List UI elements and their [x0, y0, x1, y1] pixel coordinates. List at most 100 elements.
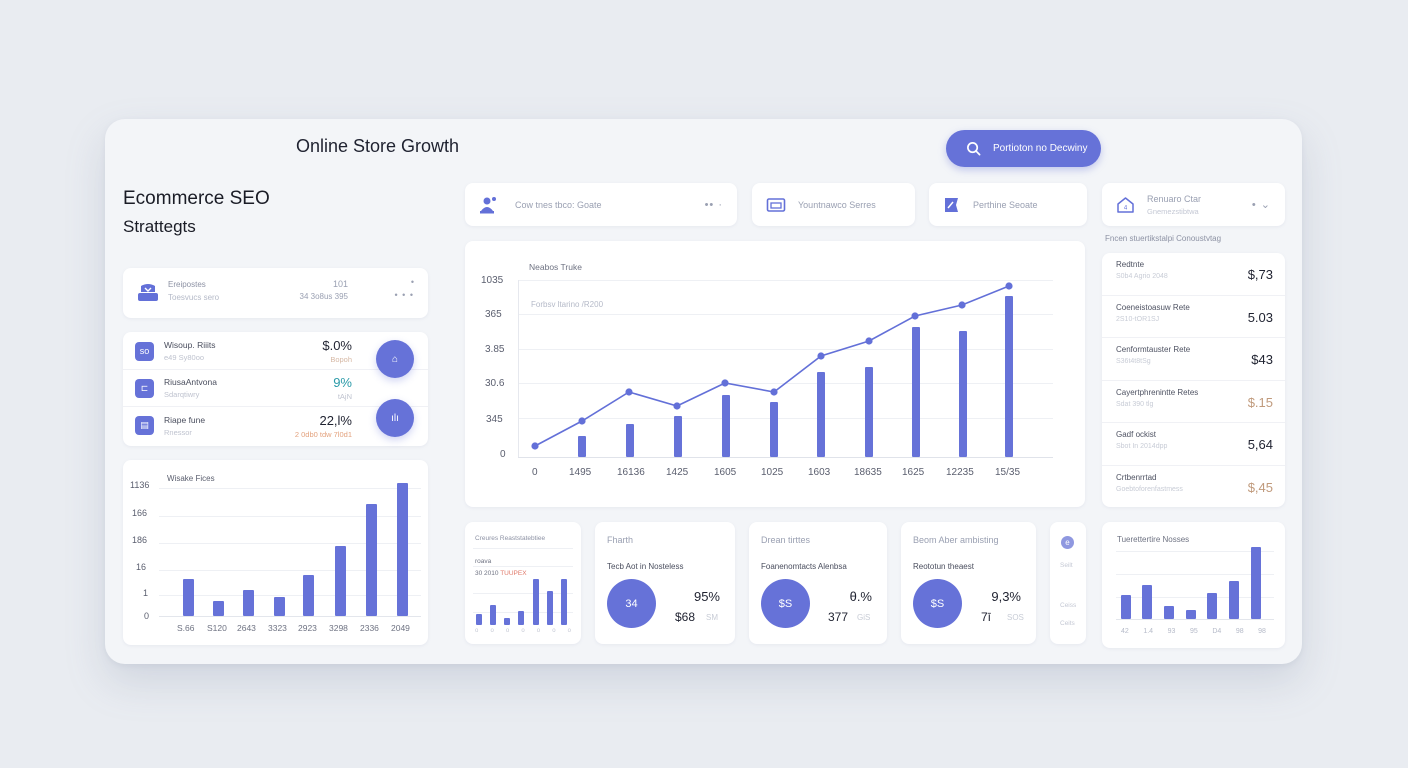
chart-bar	[490, 605, 496, 625]
y-tick: 30.6	[485, 378, 505, 389]
y-tick: 1	[143, 588, 149, 598]
kpi-card[interactable]: Fharth Tecb Aot in Nosteless 34 95% $68 …	[595, 522, 735, 644]
chart-bar	[1142, 585, 1152, 619]
tab-card-goals[interactable]: Cow tnes tbco: Goate •• ·	[465, 183, 737, 226]
y-tick: 1035	[481, 275, 504, 286]
rate-label: Crtbenrrtad	[1116, 472, 1157, 482]
kpi-heading: Drean tirttes	[761, 535, 811, 545]
page-title-line2: Strattegts	[123, 217, 196, 236]
chart-bar	[183, 579, 194, 616]
chart-title: Tuerettertire Nosses	[1117, 535, 1190, 544]
chart-bar	[504, 618, 510, 625]
rate-row[interactable]: Crtbenrrtad Goebtoforenfastmess $,45	[1102, 466, 1285, 508]
link-icon: so	[135, 341, 154, 361]
tab-label: Cow tnes tbco: Goate	[515, 199, 602, 210]
chart-bar	[213, 601, 224, 616]
x-tick: 18635	[854, 467, 882, 478]
chart-bar	[1251, 547, 1261, 619]
rate-sub: Sdat 390 tlg	[1116, 400, 1154, 408]
chart-bar	[1229, 581, 1239, 619]
chart-bar	[770, 402, 778, 457]
basket-icon: ⌂	[391, 353, 399, 365]
tab-card-series[interactable]: Yountnawco Serres	[752, 183, 915, 226]
settings-icon[interactable]: e	[1061, 536, 1074, 549]
chart-bar	[959, 331, 967, 457]
x-tick: 2643	[237, 623, 256, 633]
rate-row[interactable]: Redtnte S0b4 Agrio 2048 $,73	[1102, 253, 1285, 296]
kpi-card[interactable]: Beom Aber ambisting Reototun theaest $S …	[901, 522, 1036, 644]
rate-label: Cayertphrenintte Retes	[1116, 387, 1199, 397]
metric-row[interactable]: ▤ Riape fune Rnessor 22,l% 2 0db0 tdw 7l…	[123, 407, 428, 444]
rate-label: Coeneistoasuw Rete	[1116, 302, 1190, 312]
chart-bar	[274, 597, 285, 616]
kpi-circle: $S	[913, 579, 962, 628]
kpi-number: 7ī	[981, 610, 992, 624]
x-tick: 2049	[391, 623, 410, 633]
section-caption: Fncen stuertikstalpi Conoustvtag	[1105, 234, 1222, 243]
x-tick: 1605	[714, 467, 737, 478]
browser-icon	[766, 197, 786, 212]
kpi-card[interactable]: Drean tirttes Foanenomtacts Alenbsa $S θ…	[749, 522, 887, 644]
chart-bar	[912, 327, 920, 457]
summary-card[interactable]: Ereipostes Toesvucs sero 101 34 3o8us 39…	[123, 268, 428, 318]
rate-value: $,45	[1247, 479, 1273, 495]
app-title: Online Store Growth	[296, 136, 460, 156]
kpi-number-sub: SM	[706, 613, 718, 622]
chart-bar	[476, 614, 482, 625]
house-icon: 4	[1117, 196, 1134, 213]
chart-bar	[865, 367, 873, 457]
kpi-percent: 95%	[693, 589, 720, 604]
chart-bar	[1164, 606, 1174, 619]
chart-bar	[518, 611, 524, 625]
screen-icon: ⊏	[135, 378, 154, 398]
rate-value: 5,64	[1247, 437, 1273, 452]
y-tick: 345	[486, 414, 503, 425]
more-menu-icon[interactable]: •• ·	[704, 198, 723, 211]
x-tick: 1625	[902, 467, 925, 478]
tab-label: Renuaro Ctar	[1147, 193, 1202, 204]
rate-row[interactable]: Gadf ockist Sbot In 2014dpp 5,64	[1102, 423, 1285, 466]
chart-bar	[817, 372, 825, 457]
chevron-down-icon[interactable]: • ⌄	[1251, 199, 1271, 211]
metric-value: 22,l% 2 0db0 tdw 7l0d1	[294, 412, 352, 439]
tab-sublabel: Gnemezstibtwa	[1147, 206, 1199, 216]
x-tick: 0	[532, 467, 538, 478]
svg-text:4: 4	[1124, 205, 1128, 211]
chart-bar	[397, 483, 408, 616]
y-tick: 0	[500, 449, 506, 460]
rate-label: Redtnte	[1116, 260, 1145, 269]
search-button[interactable]: Portioton no Decwiny	[946, 130, 1101, 167]
basket-button[interactable]: ⌂	[376, 340, 414, 378]
chart-title: Wisake Fices	[167, 474, 215, 483]
chart-line2: 30 2010 TUUPEX	[475, 570, 527, 577]
more-menu-icon[interactable]: • • •	[394, 290, 414, 300]
kpi-number: $68	[675, 610, 696, 624]
filter-item[interactable]: Seilt	[1060, 562, 1073, 569]
rate-row[interactable]: Cenformtauster Rete S36t4t8tSg $43	[1102, 338, 1285, 381]
kpi-subheading: Foanenomtacts Alenbsa	[761, 562, 847, 571]
x-tick: 3323	[268, 623, 287, 633]
x-tick: 2336	[360, 623, 379, 633]
search-icon	[967, 142, 981, 156]
kpi-heading: Fharth	[607, 535, 634, 545]
x-tick: 3298	[329, 623, 348, 633]
metric-row[interactable]: ⊏ RiusaAntvona Sdarqtiwry 9% tAjN	[123, 370, 428, 407]
chart-bar	[547, 591, 553, 625]
tab-card-seoate[interactable]: Perthine Seoate	[929, 183, 1087, 226]
rate-row[interactable]: Coeneistoasuw Rete 2S10-tOR1SJ 5.03	[1102, 296, 1285, 338]
tab-card-store[interactable]: 4 Renuaro Ctar Gnemezstibtwa • ⌄	[1102, 183, 1285, 226]
rate-value: $.15	[1247, 394, 1273, 410]
filter-item[interactable]: Ceiss	[1060, 602, 1077, 609]
metric-label: Riape fune	[164, 414, 206, 425]
user-icon	[480, 196, 496, 213]
filter-item[interactable]: Ceits	[1060, 620, 1075, 627]
bar-chart-icon: ılı	[391, 412, 399, 424]
kpi-subheading: Tecb Aot in Nosteless	[607, 562, 684, 571]
metric-value: 9% tAjN	[333, 375, 352, 401]
rate-value: $43	[1251, 352, 1273, 367]
status-indicator-icon: •	[410, 277, 414, 287]
metric-row[interactable]: so Wisoup. Riiits e49 Sy80oo $.0% Bopoh	[123, 333, 428, 370]
chart-button[interactable]: ılı	[376, 399, 414, 437]
rates-list-card: Redtnte S0b4 Agrio 2048 $,73 Coeneistoas…	[1102, 253, 1285, 507]
rate-row[interactable]: Cayertphrenintte Retes Sdat 390 tlg $.15	[1102, 381, 1285, 423]
